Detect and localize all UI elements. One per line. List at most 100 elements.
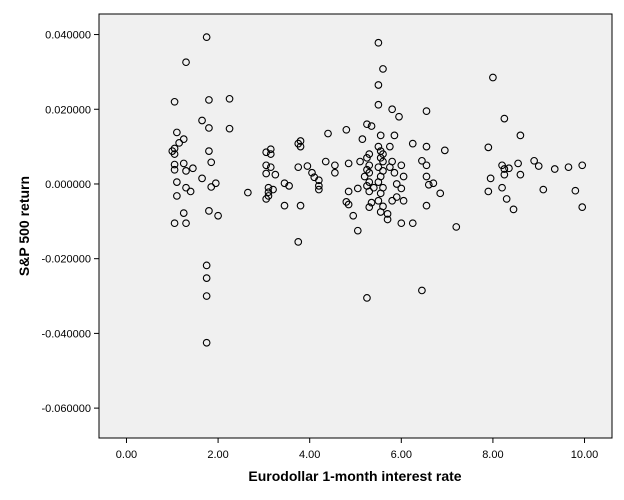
y-tick-label: 0.000000 bbox=[45, 179, 91, 191]
data-point bbox=[452, 223, 461, 231]
data-point bbox=[186, 187, 195, 196]
data-point bbox=[280, 201, 289, 210]
data-point bbox=[271, 170, 280, 179]
data-point bbox=[353, 226, 362, 235]
data-point bbox=[392, 193, 401, 201]
data-point bbox=[424, 180, 433, 189]
data-point bbox=[390, 131, 399, 140]
data-point bbox=[202, 261, 211, 270]
data-point bbox=[264, 183, 273, 192]
data-point bbox=[308, 168, 316, 177]
y-tick-label: 0.040000 bbox=[45, 30, 91, 42]
data-point bbox=[202, 33, 211, 42]
data-point bbox=[331, 161, 339, 170]
data-point bbox=[358, 135, 367, 143]
data-point bbox=[315, 181, 323, 190]
data-point bbox=[498, 161, 506, 170]
data-point bbox=[486, 174, 495, 183]
data-point bbox=[360, 172, 369, 181]
data-point bbox=[344, 200, 353, 209]
data-point bbox=[408, 139, 417, 148]
data-point bbox=[363, 120, 371, 129]
data-point bbox=[266, 150, 275, 158]
data-point bbox=[331, 168, 339, 177]
data-point bbox=[365, 203, 374, 211]
data-point bbox=[422, 201, 431, 210]
data-point bbox=[363, 153, 371, 162]
data-point bbox=[422, 172, 431, 181]
data-point bbox=[484, 187, 493, 196]
data-point bbox=[374, 142, 383, 151]
data-point bbox=[500, 165, 509, 173]
data-point bbox=[225, 124, 234, 133]
data-point bbox=[321, 157, 330, 166]
data-point bbox=[429, 179, 438, 188]
data-point bbox=[353, 184, 362, 193]
data-point bbox=[264, 188, 273, 197]
data-point bbox=[285, 181, 293, 190]
data-point bbox=[182, 167, 190, 175]
data-point bbox=[170, 219, 179, 228]
data-point bbox=[175, 139, 184, 147]
data-point bbox=[367, 122, 376, 130]
data-point bbox=[388, 157, 396, 166]
data-point bbox=[205, 96, 213, 104]
data-point bbox=[202, 292, 211, 300]
data-point bbox=[386, 142, 394, 151]
data-point bbox=[509, 205, 518, 214]
data-point bbox=[376, 153, 385, 162]
data-point bbox=[578, 161, 587, 170]
data-point bbox=[170, 97, 179, 106]
data-point bbox=[502, 195, 511, 203]
data-point bbox=[244, 188, 252, 197]
data-point bbox=[374, 178, 383, 186]
data-point bbox=[376, 208, 385, 216]
data-point bbox=[202, 274, 211, 282]
data-point bbox=[182, 219, 190, 228]
data-point bbox=[349, 211, 358, 220]
data-point bbox=[266, 145, 275, 154]
data-point bbox=[296, 137, 305, 145]
data-point bbox=[214, 211, 222, 220]
data-point bbox=[484, 143, 493, 152]
data-point bbox=[500, 170, 509, 179]
y-tick-label: -0.040000 bbox=[41, 328, 91, 340]
data-point bbox=[205, 147, 213, 155]
data-point bbox=[422, 161, 431, 170]
data-point bbox=[296, 201, 305, 210]
data-point bbox=[397, 184, 406, 193]
data-point bbox=[374, 81, 383, 89]
x-tick-label: 6.00 bbox=[391, 449, 412, 461]
data-point bbox=[173, 192, 181, 200]
data-point bbox=[383, 210, 392, 218]
data-point bbox=[365, 178, 374, 186]
data-point bbox=[198, 174, 206, 183]
data-point bbox=[202, 338, 211, 347]
data-point bbox=[395, 112, 403, 121]
data-point bbox=[363, 294, 371, 302]
data-point bbox=[498, 183, 506, 192]
data-point bbox=[516, 131, 525, 140]
data-point bbox=[207, 158, 216, 167]
data-point bbox=[388, 105, 396, 114]
data-point bbox=[189, 164, 197, 173]
data-point bbox=[390, 168, 399, 177]
data-point bbox=[422, 107, 431, 115]
data-point bbox=[262, 195, 271, 203]
data-point bbox=[262, 161, 271, 170]
data-point bbox=[408, 219, 417, 228]
data-points bbox=[168, 33, 587, 347]
data-point bbox=[170, 160, 179, 169]
data-point bbox=[374, 100, 383, 109]
data-point bbox=[211, 179, 220, 188]
data-point bbox=[374, 163, 383, 172]
data-point bbox=[422, 142, 431, 151]
x-axis-title: Eurodollar 1-month interest rate bbox=[248, 468, 461, 484]
data-point bbox=[315, 176, 323, 185]
data-point bbox=[376, 131, 385, 140]
data-point bbox=[505, 164, 513, 173]
y-tick-label: -0.020000 bbox=[41, 254, 91, 266]
data-point bbox=[262, 169, 271, 178]
data-point bbox=[205, 207, 213, 215]
data-point bbox=[294, 163, 303, 172]
